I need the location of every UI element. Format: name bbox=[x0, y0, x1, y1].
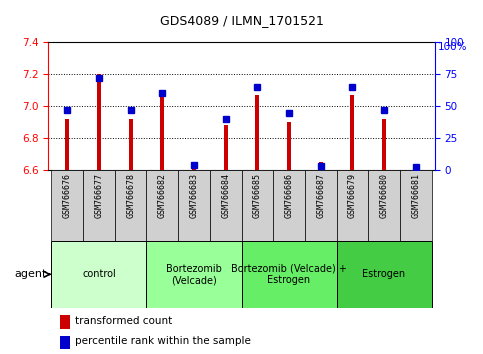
Bar bbox=[115, 170, 146, 241]
Text: GSM766681: GSM766681 bbox=[411, 173, 420, 218]
Bar bbox=[337, 170, 368, 241]
Bar bbox=[273, 170, 305, 241]
Bar bbox=[146, 241, 242, 308]
Text: GSM766676: GSM766676 bbox=[63, 173, 72, 218]
Text: GSM766683: GSM766683 bbox=[189, 173, 199, 218]
Text: GSM766682: GSM766682 bbox=[158, 173, 167, 218]
Text: 100%: 100% bbox=[438, 42, 467, 52]
Text: percentile rank within the sample: percentile rank within the sample bbox=[75, 336, 251, 346]
Bar bbox=[60, 315, 70, 329]
Text: Bortezomib
(Velcade): Bortezomib (Velcade) bbox=[166, 263, 222, 285]
Bar bbox=[97, 74, 101, 170]
Bar bbox=[400, 170, 431, 241]
Text: GSM766680: GSM766680 bbox=[380, 173, 388, 218]
Text: GSM766686: GSM766686 bbox=[284, 173, 294, 218]
Bar bbox=[368, 170, 400, 241]
Bar bbox=[242, 170, 273, 241]
Bar bbox=[224, 125, 227, 170]
Bar bbox=[192, 162, 196, 170]
Bar bbox=[178, 170, 210, 241]
Bar bbox=[287, 122, 291, 170]
Text: agent: agent bbox=[14, 269, 47, 279]
Text: GSM766687: GSM766687 bbox=[316, 173, 325, 218]
Bar bbox=[305, 170, 337, 241]
Text: GSM766679: GSM766679 bbox=[348, 173, 357, 218]
Bar bbox=[319, 162, 323, 170]
Bar bbox=[65, 119, 69, 170]
Bar bbox=[414, 165, 418, 170]
Text: GSM766685: GSM766685 bbox=[253, 173, 262, 218]
Bar bbox=[337, 241, 431, 308]
Text: Bortezomib (Velcade) +
Estrogen: Bortezomib (Velcade) + Estrogen bbox=[231, 263, 347, 285]
Bar bbox=[60, 336, 70, 349]
Bar bbox=[256, 95, 259, 170]
Text: Estrogen: Estrogen bbox=[362, 269, 406, 279]
Bar bbox=[351, 95, 354, 170]
Text: control: control bbox=[82, 269, 116, 279]
Bar bbox=[382, 119, 386, 170]
Text: GSM766678: GSM766678 bbox=[126, 173, 135, 218]
Text: transformed count: transformed count bbox=[75, 316, 172, 326]
Bar bbox=[160, 95, 164, 170]
Bar bbox=[52, 241, 146, 308]
Bar bbox=[242, 241, 337, 308]
Text: GDS4089 / ILMN_1701521: GDS4089 / ILMN_1701521 bbox=[159, 14, 324, 27]
Bar bbox=[146, 170, 178, 241]
Bar bbox=[210, 170, 242, 241]
Bar bbox=[52, 170, 83, 241]
Bar bbox=[83, 170, 115, 241]
Text: GSM766677: GSM766677 bbox=[95, 173, 103, 218]
Bar bbox=[129, 119, 132, 170]
Text: GSM766684: GSM766684 bbox=[221, 173, 230, 218]
